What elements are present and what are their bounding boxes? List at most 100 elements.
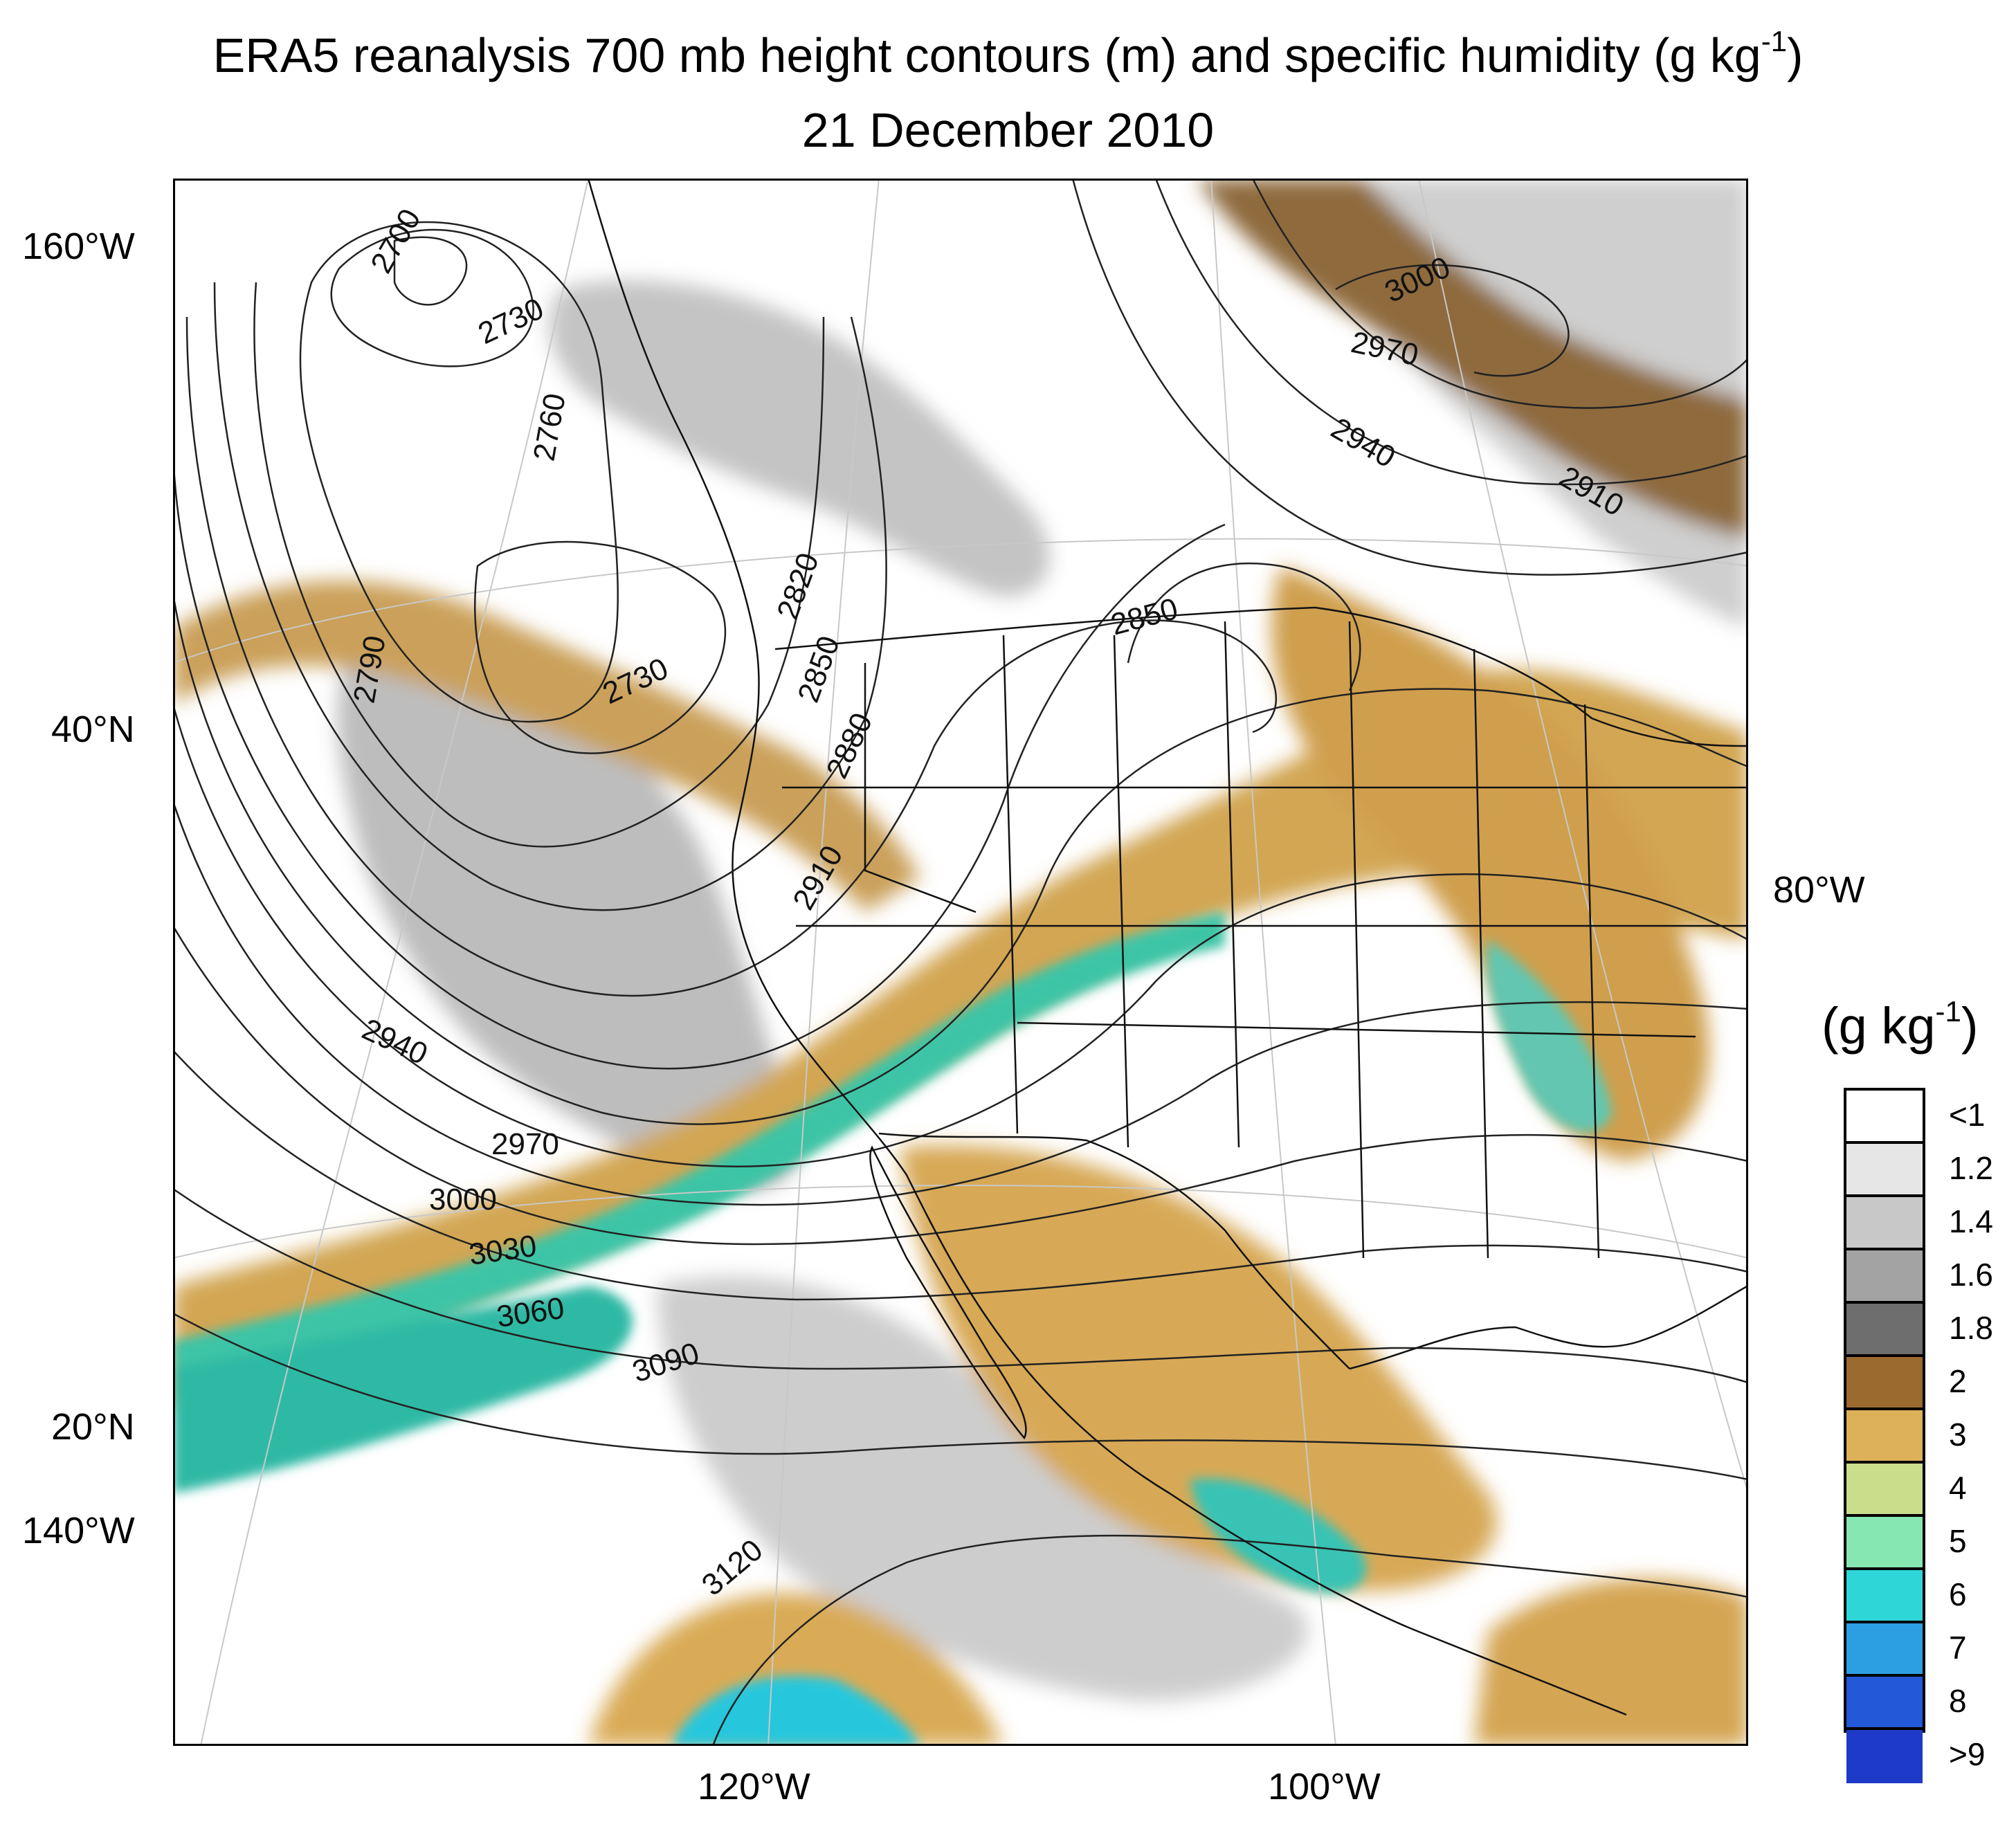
colorbar-label: >9 [1949, 1736, 1986, 1772]
contour-3000 [173, 925, 1748, 1246]
chart-date: 21 December 2010 [801, 103, 1215, 157]
colorbar-label: 6 [1949, 1576, 1967, 1612]
meridian-line [1210, 179, 1336, 1746]
colorbar-swatch [1846, 1623, 1923, 1677]
state-border [1017, 1021, 1696, 1038]
humidity-teal-mexico [1190, 1478, 1366, 1594]
chart-title: ERA5 reanalysis 700 mb height contours (… [0, 25, 2016, 83]
contour-2790 [253, 282, 825, 848]
axis-label-80w: 80°W [1773, 869, 1865, 911]
humidity-gray-west [337, 628, 799, 1192]
contour-2850-east [1127, 562, 1361, 691]
legend-title-superscript: -1 [1935, 995, 1961, 1028]
political-borders [587, 179, 1748, 1716]
contour-2940-ne [1154, 179, 1748, 486]
axis-label-100w: 100°W [1268, 1766, 1381, 1807]
title-superscript: -1 [1761, 25, 1788, 57]
contour-label: 2970 [491, 1127, 559, 1161]
us-canada-border [774, 606, 1748, 747]
colorbar-swatch [1846, 1197, 1923, 1250]
colorbar-swatch [1846, 1304, 1923, 1357]
parallel-line [173, 1185, 1748, 1259]
legend-title-text: (g kg [1822, 997, 1936, 1055]
humidity-brown-south-pacific [588, 1592, 1004, 1746]
contour-2970 [173, 801, 1748, 1206]
contour-3120 [711, 1534, 1748, 1746]
state-border [1348, 621, 1365, 1259]
colorbar-swatch [1846, 1091, 1923, 1144]
state-border [864, 663, 977, 913]
contour-2910 [173, 593, 1748, 1125]
colorbar-swatch [1846, 1410, 1923, 1464]
humidity-brown-west-arc [173, 581, 920, 912]
contour-2730-north [330, 228, 534, 367]
colorbar-swatch [1846, 1730, 1923, 1783]
colorbar-label: 5 [1949, 1523, 1967, 1559]
parallel-line [173, 538, 1748, 664]
state-border [1583, 704, 1600, 1259]
colorbar-label: 7 [1949, 1630, 1967, 1666]
axis-label-20n: 20°N [51, 1406, 135, 1448]
contour-3000-ne [1335, 264, 1570, 377]
axis-label-140w: 140°W [22, 1510, 135, 1551]
meridian-line [200, 179, 589, 1746]
colorbar-swatch [1846, 1570, 1923, 1623]
colorbar [1844, 1088, 1925, 1783]
colorbar-label: 1.4 [1949, 1203, 1993, 1239]
meridian-line [1418, 179, 1748, 1494]
contour-2970-ne [1251, 179, 1748, 409]
state-border [1113, 635, 1129, 1148]
contour-2940 [173, 704, 1748, 1167]
humidity-cyan-south [671, 1676, 920, 1746]
colorbar-swatch [1846, 1677, 1923, 1730]
contour-3030 [173, 1050, 1748, 1301]
colorbar-swatch [1846, 1464, 1923, 1517]
colorbar-label: 1.6 [1949, 1257, 1993, 1293]
colorbar-label: 8 [1949, 1683, 1967, 1719]
contour-3090 [173, 1312, 1748, 1481]
legend-title: (g kg-1) [1822, 996, 1979, 1055]
gulf-coast [1349, 1284, 1748, 1370]
humidity-teal-atmospheric-river [173, 912, 1225, 1383]
title-close-paren: ) [1787, 28, 1804, 82]
humidity-brown-mexico [900, 1145, 1498, 1591]
colorbar-label: 3 [1949, 1416, 1967, 1452]
colorbar-label: 2 [1949, 1363, 1967, 1399]
humidity-teal-pacific [173, 1286, 633, 1493]
title-text: ERA5 reanalysis 700 mb height contours (… [212, 28, 1761, 82]
us-mexico-border [878, 1132, 1350, 1369]
contour-2730-low [474, 540, 727, 754]
colorbar-swatch [1846, 1250, 1923, 1304]
graticule [173, 179, 1748, 1746]
state-border [1002, 635, 1019, 1134]
state-border [1473, 648, 1489, 1259]
baja-california [869, 1145, 1027, 1440]
colorbar-swatch [1846, 1517, 1923, 1570]
pacific-coastline [587, 179, 1627, 1716]
humidity-gray-south [657, 1276, 1308, 1701]
colorbar-swatch [1846, 1357, 1923, 1410]
contour-label: 3000 [429, 1183, 497, 1217]
legend-title-close-paren: ) [1961, 997, 1979, 1055]
map-panel: 2700 2730 2760 2790 2730 2820 2850 2880 … [173, 179, 1748, 1746]
humidity-moist-core [173, 912, 1613, 1746]
state-border [1224, 621, 1240, 1148]
humidity-brown-midwest [1271, 566, 1709, 1161]
axis-label-40n: 40°N [51, 709, 135, 750]
colorbar-label: 1.2 [1949, 1150, 1993, 1186]
humidity-gray-north [549, 280, 1050, 596]
contour-2760 [299, 221, 619, 723]
colorbar-swatch [1846, 1144, 1923, 1197]
humidity-brown-southeast [1474, 1578, 1748, 1746]
colorbar-label: 4 [1949, 1470, 1967, 1506]
humidity-brown-ne-band [1197, 179, 1748, 538]
meridian-line [768, 179, 880, 1746]
contour-2700 [393, 236, 468, 306]
map-frame [173, 179, 1748, 1746]
contour-2880 [173, 455, 1226, 1070]
axis-label-120w: 120°W [698, 1766, 810, 1807]
colorbar-label: 1.8 [1949, 1310, 1993, 1346]
contour-2820 [213, 282, 887, 911]
humidity-teal-southeast [1487, 940, 1613, 1133]
contour-2910-ne [1071, 179, 1748, 576]
